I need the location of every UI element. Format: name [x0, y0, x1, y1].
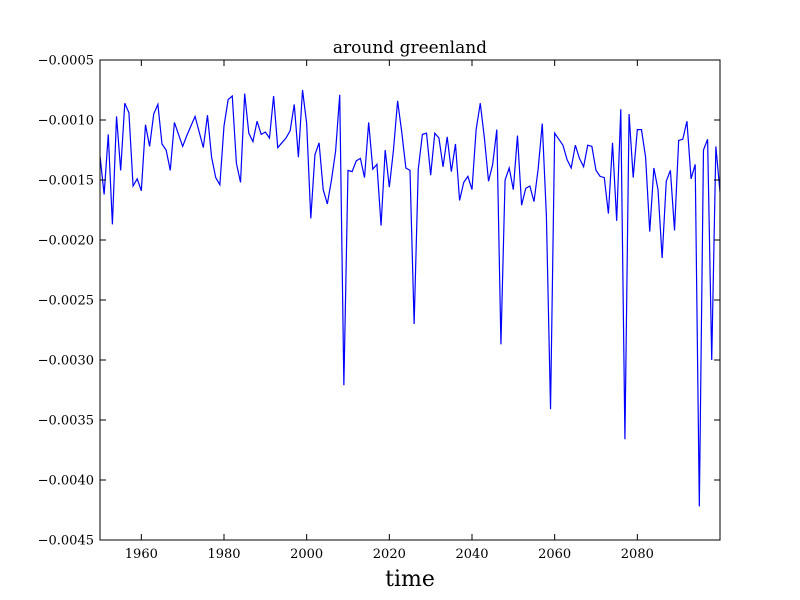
- x-tick-label: 1960: [125, 547, 158, 562]
- y-tick-label: −0.0030: [38, 354, 94, 369]
- y-tick-label: −0.0025: [38, 294, 94, 309]
- x-tick-label: 2060: [538, 547, 571, 562]
- x-tick-label: 2000: [290, 547, 323, 562]
- y-tick-label: −0.0010: [38, 114, 94, 129]
- y-tick-label: −0.0020: [38, 234, 94, 249]
- y-tick-label: −0.0045: [38, 534, 94, 549]
- x-tick-label: 2080: [621, 547, 654, 562]
- x-tick-label: 2040: [455, 547, 488, 562]
- y-tick-label: −0.0005: [38, 54, 94, 69]
- chart-title: around greenland: [333, 38, 487, 58]
- y-tick-label: −0.0015: [38, 174, 94, 189]
- x-tick-label: 1980: [207, 547, 240, 562]
- series-line-0: [100, 89, 720, 507]
- x-axis-label: time: [385, 567, 435, 592]
- y-tick-label: −0.0035: [38, 414, 94, 429]
- ticks-layer: 1960 1980 2000 2020 2040 2060 2080 −0.0005 −0.00…: [38, 54, 720, 562]
- x-tick-label: 2020: [373, 547, 406, 562]
- y-tick-label: −0.0040: [38, 474, 94, 489]
- plot-line-layer: [100, 89, 720, 507]
